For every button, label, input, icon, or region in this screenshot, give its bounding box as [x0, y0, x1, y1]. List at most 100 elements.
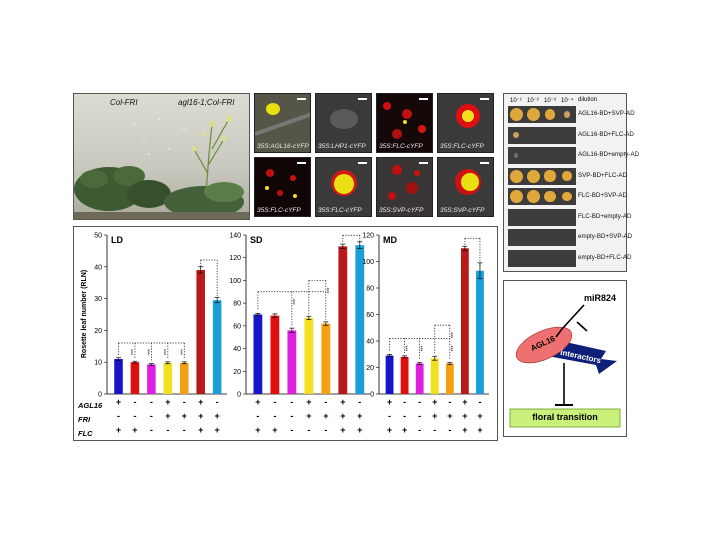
bar — [253, 314, 263, 394]
sig-label: *** — [147, 349, 153, 355]
genotype-sign: + — [132, 425, 137, 435]
y-tick-label: 0 — [370, 392, 374, 399]
y2h-plate-strip — [508, 249, 576, 267]
y-tick-label: 120 — [229, 255, 241, 262]
y2h-row: AGL16-BD+empty-AD — [508, 147, 639, 164]
genotype-sign: - — [117, 411, 120, 421]
plant-photo — [74, 116, 249, 219]
genotype-sign: + — [165, 411, 170, 421]
micro-cell-3: 35S:FLC-cYFP — [376, 93, 433, 153]
genotype-sign: + — [165, 397, 170, 407]
y2h-plate-strip — [508, 229, 576, 246]
y2h-plate-strip — [508, 147, 576, 164]
bar — [430, 358, 439, 394]
dilution-1: 10⁻¹ — [510, 98, 522, 104]
y2h-row: SVP-BD+FLC-AD — [508, 167, 627, 185]
genotype-sign: - — [256, 411, 259, 421]
genotype-sign: + — [340, 411, 345, 421]
y2h-panel: 10⁻¹ 10⁻² 10⁻³ 10⁻⁴ dilution AGL16-BD+SV… — [503, 93, 639, 272]
y2h-row-label: AGL16-BD+empty-AD — [578, 151, 640, 158]
yeast-colony — [526, 108, 540, 121]
genotype-sign: - — [403, 397, 406, 407]
genotype-sign: - — [418, 397, 421, 407]
panel-title: SD — [250, 235, 263, 245]
yeast-colony — [544, 109, 556, 120]
bar — [400, 356, 409, 394]
y-tick-label: 40 — [366, 339, 374, 346]
sig-label: *** — [421, 345, 427, 351]
genotype-sign: + — [462, 425, 467, 435]
sig-label: *** — [451, 332, 457, 338]
genotype-sign: + — [215, 411, 220, 421]
genotype-sign: + — [116, 397, 121, 407]
y-tick-label: 0 — [237, 392, 241, 399]
genotype-sign: + — [272, 425, 277, 435]
bar — [355, 245, 365, 394]
yeast-colony — [509, 108, 523, 121]
dilution-3: 10⁻³ — [544, 98, 556, 104]
genotype-sign: - — [448, 397, 451, 407]
dilution-4: 10⁻⁴ — [561, 98, 574, 104]
genotype-sign: + — [340, 397, 345, 407]
panel-title: MD — [383, 235, 397, 245]
yeast-colony — [562, 191, 572, 202]
y-tick-label: 80 — [233, 301, 241, 308]
y2h-row-label: SVP-BD+FLC-AD — [578, 171, 627, 179]
bar — [304, 317, 314, 394]
y-tick-label: 100 — [229, 278, 241, 285]
dilution-2: 10⁻² — [527, 98, 539, 104]
leaf-number-chart: Rosette leaf number (RLN) 0 10 20 30 40 50 LD + -… — [77, 233, 489, 438]
micro-cell-8: 35S:SVP-cYFP — [437, 157, 494, 217]
yeast-colony — [544, 190, 556, 203]
genotype-sign: + — [387, 397, 392, 407]
micro-cell-5: 35S:FLC-cYFP — [254, 157, 311, 217]
genotype-sign: - — [150, 425, 153, 435]
y-tick-label: 120 — [362, 233, 374, 240]
y2h-row: FLC-BD+empty-AD — [508, 208, 631, 226]
y2h-row: FLC-BD+SVP-AD — [508, 188, 627, 205]
genotype-sign: - — [166, 425, 169, 435]
dilution-label: dilution — [578, 97, 598, 103]
genotype-row-label: AGL16 — [77, 401, 103, 410]
y2h-plate-strip — [508, 106, 576, 123]
yeast-colony — [563, 111, 571, 118]
genotype-row-label: FRI — [78, 415, 91, 424]
micro-cell-4: 35S:FLC-cYFP — [437, 93, 494, 153]
y-tick-label: 60 — [366, 312, 374, 319]
floral-transition-label: floral transition — [532, 412, 598, 422]
sig-label: *** — [180, 349, 186, 355]
micro-label: 35S:SVP-cYFP — [440, 207, 485, 214]
genotype-sign: + — [462, 397, 467, 407]
bar — [321, 323, 331, 394]
genotype-sign: - — [324, 397, 327, 407]
y-tick-label: 30 — [94, 296, 102, 303]
genotype-sign: - — [307, 425, 310, 435]
micro-cell-2: 35S:LHP1-cYFP — [315, 93, 372, 153]
genotype-sign: - — [150, 397, 153, 407]
genotype-sign: - — [324, 425, 327, 435]
plant-label-agl16: agl16-1;Col-FRI — [178, 98, 235, 107]
bar — [179, 362, 189, 394]
micro-cell-7: 35S:SVP-cYFP — [376, 157, 433, 217]
model-panel: miR824 AGL16 interactors floral transiti… — [503, 280, 627, 437]
genotype-sign: - — [290, 411, 293, 421]
genotype-sign: + — [116, 425, 121, 435]
micro-label: 35S:FLC-cYFP — [440, 143, 484, 150]
genotype-sign: + — [306, 411, 311, 421]
mir824-label: miR824 — [584, 293, 617, 303]
y2h-plate-strip — [508, 208, 576, 226]
y-tick-label: 10 — [94, 360, 102, 367]
genotype-sign: - — [448, 425, 451, 435]
genotype-sign: + — [432, 397, 437, 407]
y2h-row-label: AGL16-BD+FLC-AD — [578, 130, 634, 138]
y-tick-label: 20 — [233, 369, 241, 376]
bar — [415, 363, 424, 394]
bar — [270, 315, 280, 394]
model-diagram — [509, 304, 621, 428]
micro-cell-6: 35S:FLC-cYFP — [315, 157, 372, 217]
y2h-row: AGL16-BD+FLC-AD — [508, 126, 634, 144]
micro-label: 35S:FLC-cYFP — [318, 207, 362, 214]
genotype-sign: - — [150, 411, 153, 421]
genotype-sign: - — [433, 425, 436, 435]
y2h-row-label: empty-BD+FLC-AD — [578, 253, 632, 261]
